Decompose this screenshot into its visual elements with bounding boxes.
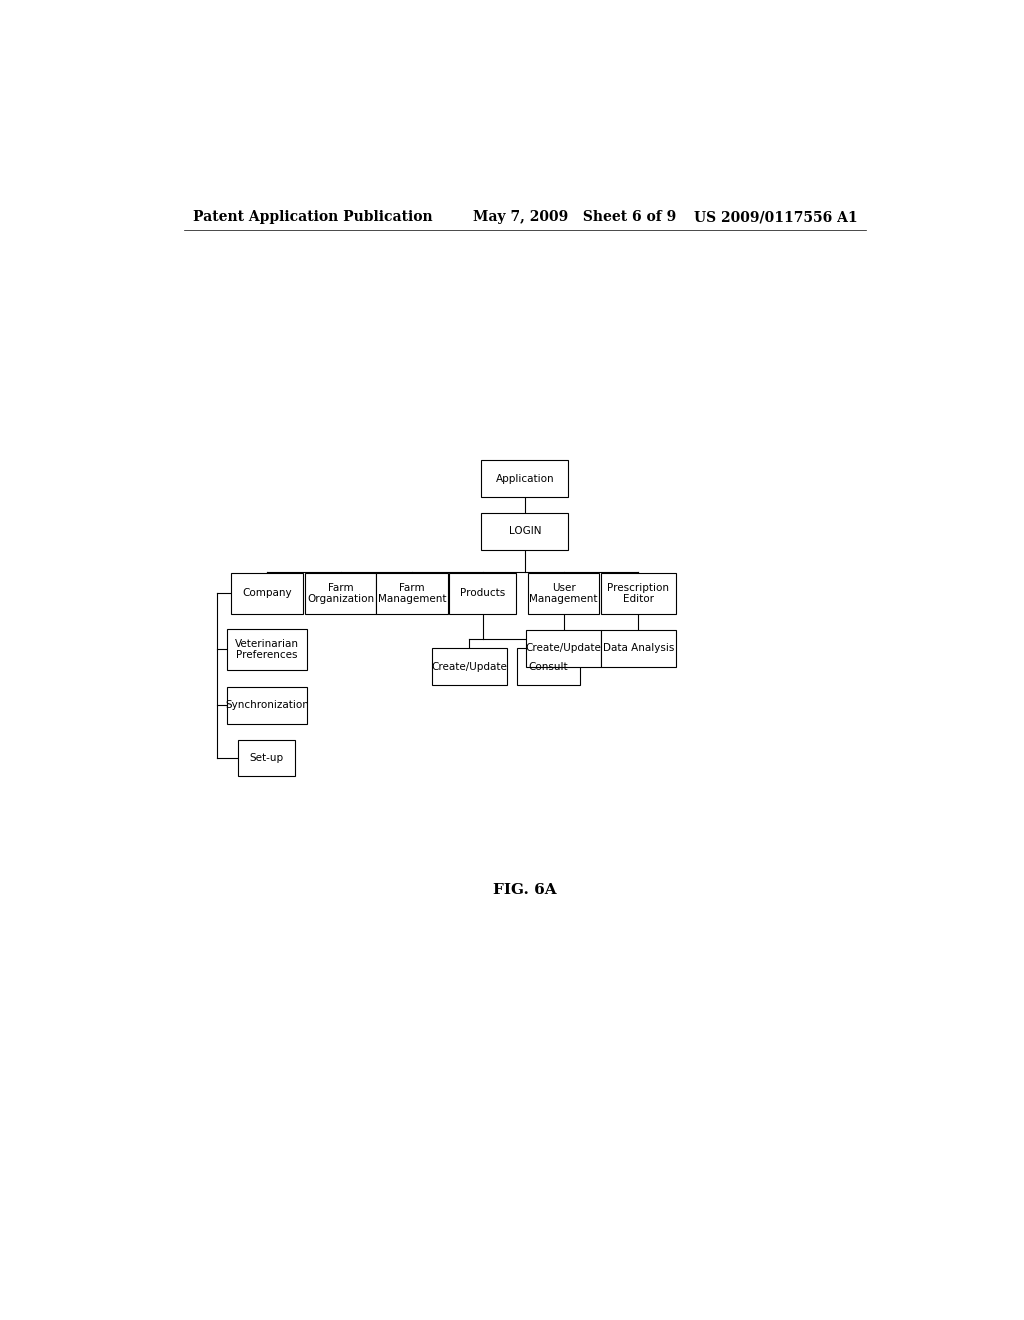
FancyBboxPatch shape <box>481 513 568 549</box>
Text: US 2009/0117556 A1: US 2009/0117556 A1 <box>694 210 858 224</box>
Text: Create/Update: Create/Update <box>431 661 507 672</box>
Text: Products: Products <box>460 589 506 598</box>
FancyBboxPatch shape <box>227 686 306 723</box>
FancyBboxPatch shape <box>526 630 601 667</box>
Text: Application: Application <box>496 474 554 483</box>
Text: May 7, 2009   Sheet 6 of 9: May 7, 2009 Sheet 6 of 9 <box>473 210 677 224</box>
Text: Synchronization: Synchronization <box>225 700 309 710</box>
Text: User
Management: User Management <box>529 582 598 605</box>
Text: LOGIN: LOGIN <box>509 527 541 536</box>
FancyBboxPatch shape <box>431 648 507 685</box>
Text: Set-up: Set-up <box>250 754 284 763</box>
FancyBboxPatch shape <box>305 573 377 614</box>
FancyBboxPatch shape <box>227 630 306 669</box>
FancyBboxPatch shape <box>601 573 676 614</box>
FancyBboxPatch shape <box>517 648 581 685</box>
FancyBboxPatch shape <box>377 573 447 614</box>
Text: Farm
Management: Farm Management <box>378 582 446 605</box>
FancyBboxPatch shape <box>601 630 676 667</box>
FancyBboxPatch shape <box>528 573 599 614</box>
Text: Data Analysis: Data Analysis <box>602 643 674 653</box>
Text: Company: Company <box>242 589 292 598</box>
Text: Farm
Organization: Farm Organization <box>307 582 374 605</box>
FancyBboxPatch shape <box>231 573 303 614</box>
FancyBboxPatch shape <box>239 739 296 776</box>
FancyBboxPatch shape <box>481 461 568 496</box>
Text: Create/Update: Create/Update <box>525 643 602 653</box>
Text: Prescription
Editor: Prescription Editor <box>607 582 670 605</box>
Text: Veterinarian
Preferences: Veterinarian Preferences <box>234 639 299 660</box>
FancyBboxPatch shape <box>449 573 516 614</box>
Text: Patent Application Publication: Patent Application Publication <box>194 210 433 224</box>
Text: Consult: Consult <box>528 661 568 672</box>
Text: FIG. 6A: FIG. 6A <box>493 883 557 898</box>
